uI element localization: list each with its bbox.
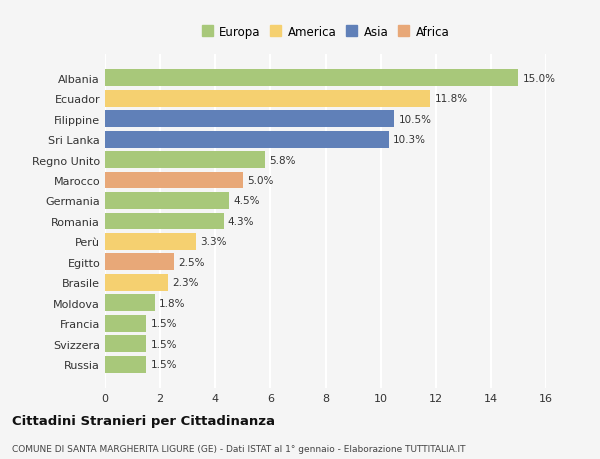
Bar xyxy=(105,336,146,353)
Text: 10.5%: 10.5% xyxy=(398,114,431,124)
Text: Cittadini Stranieri per Cittadinanza: Cittadini Stranieri per Cittadinanza xyxy=(12,414,275,428)
Text: 4.5%: 4.5% xyxy=(233,196,260,206)
Text: 10.3%: 10.3% xyxy=(393,135,426,145)
Text: 1.5%: 1.5% xyxy=(151,339,177,349)
Text: 15.0%: 15.0% xyxy=(523,73,556,84)
Bar xyxy=(105,315,146,332)
Bar xyxy=(105,111,394,128)
Text: 1.8%: 1.8% xyxy=(159,298,185,308)
Text: 1.5%: 1.5% xyxy=(151,359,177,369)
Text: 2.5%: 2.5% xyxy=(178,257,205,267)
Bar xyxy=(105,274,169,291)
Text: COMUNE DI SANTA MARGHERITA LIGURE (GE) - Dati ISTAT al 1° gennaio - Elaborazione: COMUNE DI SANTA MARGHERITA LIGURE (GE) -… xyxy=(12,444,466,453)
Text: 5.8%: 5.8% xyxy=(269,155,295,165)
Text: 4.3%: 4.3% xyxy=(227,217,254,226)
Bar xyxy=(105,295,155,312)
Text: 3.3%: 3.3% xyxy=(200,237,227,247)
Bar xyxy=(105,70,518,87)
Bar xyxy=(105,172,243,189)
Bar xyxy=(105,234,196,250)
Text: 1.5%: 1.5% xyxy=(151,319,177,329)
Text: 11.8%: 11.8% xyxy=(434,94,467,104)
Legend: Europa, America, Asia, Africa: Europa, America, Asia, Africa xyxy=(197,21,454,44)
Text: 2.3%: 2.3% xyxy=(173,278,199,288)
Bar xyxy=(105,213,224,230)
Bar xyxy=(105,356,146,373)
Bar xyxy=(105,131,389,148)
Bar xyxy=(105,90,430,107)
Bar xyxy=(105,152,265,168)
Bar xyxy=(105,193,229,209)
Text: 5.0%: 5.0% xyxy=(247,176,274,185)
Bar xyxy=(105,254,174,271)
